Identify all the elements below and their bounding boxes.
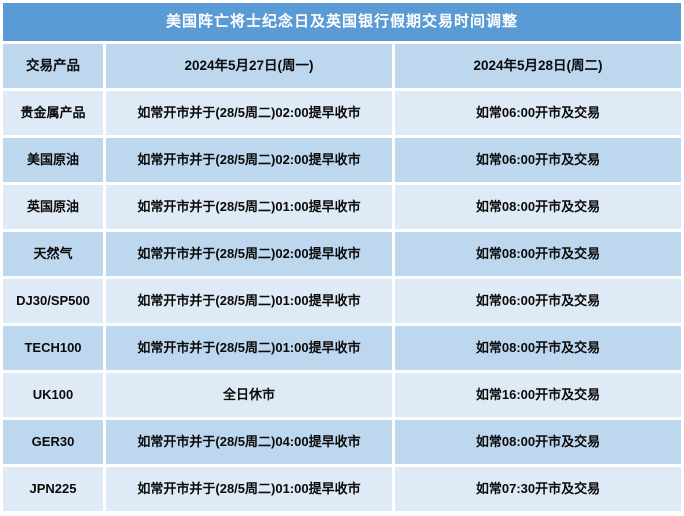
product-cell: DJ30/SP500 [3,279,103,323]
product-cell: UK100 [3,373,103,417]
monday-cell: 全日休市 [106,373,392,417]
tuesday-cell: 如常08:00开市及交易 [395,232,682,276]
product-cell: 天然气 [3,232,103,276]
product-cell: 英国原油 [3,185,103,229]
table-row: 贵金属产品 如常开市并于(28/5周二)02:00提早收市 如常06:00开市及… [3,91,682,135]
table-row: UK100 全日休市 如常16:00开市及交易 [3,373,682,417]
table-row: TECH100 如常开市并于(28/5周二)01:00提早收市 如常08:00开… [3,326,682,370]
title-row: 美国阵亡将士纪念日及英国银行假期交易时间调整 [3,3,682,41]
tuesday-cell: 如常06:00开市及交易 [395,279,682,323]
table-row: 美国原油 如常开市并于(28/5周二)02:00提早收市 如常06:00开市及交… [3,138,682,182]
monday-cell: 如常开市并于(28/5周二)01:00提早收市 [106,467,392,511]
product-cell: JPN225 [3,467,103,511]
tuesday-cell: 如常08:00开市及交易 [395,185,682,229]
tuesday-cell: 如常16:00开市及交易 [395,373,682,417]
monday-cell: 如常开市并于(28/5周二)02:00提早收市 [106,232,392,276]
monday-cell: 如常开市并于(28/5周二)02:00提早收市 [106,138,392,182]
tuesday-cell: 如常06:00开市及交易 [395,91,682,135]
monday-cell: 如常开市并于(28/5周二)02:00提早收市 [106,91,392,135]
table-row: DJ30/SP500 如常开市并于(28/5周二)01:00提早收市 如常06:… [3,279,682,323]
tuesday-cell: 如常07:30开市及交易 [395,467,682,511]
product-cell: TECH100 [3,326,103,370]
table-row: 英国原油 如常开市并于(28/5周二)01:00提早收市 如常08:00开市及交… [3,185,682,229]
product-cell: 贵金属产品 [3,91,103,135]
monday-cell: 如常开市并于(28/5周二)04:00提早收市 [106,420,392,464]
tuesday-cell: 如常06:00开市及交易 [395,138,682,182]
header-row: 交易产品 2024年5月27日(周一) 2024年5月28日(周二) [3,44,682,88]
product-cell: GER30 [3,420,103,464]
monday-cell: 如常开市并于(28/5周二)01:00提早收市 [106,279,392,323]
product-cell: 美国原油 [3,138,103,182]
monday-cell: 如常开市并于(28/5周二)01:00提早收市 [106,326,392,370]
col-header-product: 交易产品 [3,44,103,88]
page-title: 美国阵亡将士纪念日及英国银行假期交易时间调整 [3,3,682,41]
tuesday-cell: 如常08:00开市及交易 [395,326,682,370]
table-row: 天然气 如常开市并于(28/5周二)02:00提早收市 如常08:00开市及交易 [3,232,682,276]
col-header-tuesday: 2024年5月28日(周二) [395,44,682,88]
table-row: JPN225 如常开市并于(28/5周二)01:00提早收市 如常07:30开市… [3,467,682,511]
table-row: GER30 如常开市并于(28/5周二)04:00提早收市 如常08:00开市及… [3,420,682,464]
monday-cell: 如常开市并于(28/5周二)01:00提早收市 [106,185,392,229]
tuesday-cell: 如常08:00开市及交易 [395,420,682,464]
col-header-monday: 2024年5月27日(周一) [106,44,392,88]
